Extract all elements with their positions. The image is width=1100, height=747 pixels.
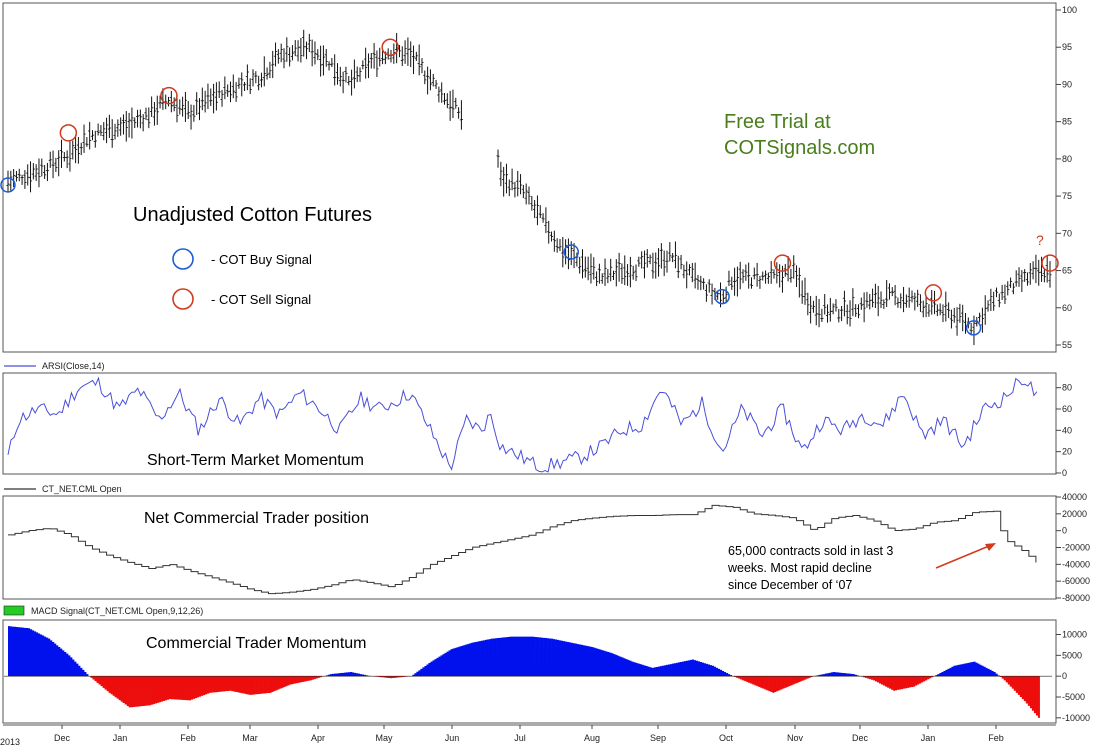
price-y-tick-label: 85 — [1062, 117, 1072, 127]
legend-sell-marker — [172, 288, 194, 310]
buy-signal-marker — [563, 244, 579, 260]
x-axis-month-label: Jan — [113, 733, 128, 743]
macd-negative-area — [90, 676, 1040, 718]
macd-caption: Commercial Trader Momentum — [146, 635, 367, 652]
price-y-tick-label: 70 — [1062, 228, 1072, 238]
annotation-arrow-shaft — [935, 545, 990, 569]
net-panel: CT_NET.CML Open -80000 -60000 -40000 -20000… — [2, 484, 1090, 603]
macd-panel: MACD Signal(CT_NET.CML Open,9,12,26) -10… — [2, 605, 1090, 724]
net-y-tick-label: -20000 — [1062, 543, 1090, 553]
x-axis-month-label: Dec — [852, 733, 869, 743]
x-axis-month-label: Nov — [787, 733, 804, 743]
price-y-axis: 55 60 65 70 75 80 85 90 95 100 — [1056, 5, 1077, 350]
x-axis-month-label: Apr — [311, 733, 325, 743]
price-y-tick-label: 95 — [1062, 42, 1072, 52]
net-panel-frame — [2, 495, 1057, 600]
net-series-line — [8, 504, 1037, 595]
x-axis-month-label: Sep — [650, 733, 666, 743]
price-panel-frame — [2, 2, 1057, 353]
net-y-tick-label: -40000 — [1062, 559, 1090, 569]
sell-signal-marker — [59, 124, 78, 142]
promo-line-1: Free Trial at — [724, 111, 831, 133]
price-y-tick-label: 65 — [1062, 266, 1072, 276]
net-annotation-line-2: weeks. Most rapid decline — [727, 561, 872, 575]
price-y-tick-label: 55 — [1062, 340, 1072, 350]
price-y-tick-label: 60 — [1062, 303, 1072, 313]
sell-signal-marker — [160, 86, 178, 105]
arsi-y-tick-label: 60 — [1062, 404, 1072, 414]
macd-y-axis: -10000 -5000 0 5000 10000 — [1056, 630, 1090, 723]
net-legend-label: CT_NET.CML Open — [42, 484, 122, 494]
price-signals — [0, 38, 1059, 336]
macd-y-tick-label: 0 — [1062, 671, 1067, 681]
sell-signal-marker — [773, 254, 792, 272]
buy-signal-marker — [0, 177, 16, 193]
legend-buy-label: - COT Buy Signal — [211, 252, 312, 267]
price-title: Unadjusted Cotton Futures — [133, 204, 372, 226]
x-axis-month-label: Aug — [584, 733, 600, 743]
net-annotation-line-3: since December of ‘07 — [728, 578, 852, 592]
macd-y-tick-label: 5000 — [1062, 650, 1082, 660]
arsi-y-tick-label: 80 — [1062, 383, 1072, 393]
net-y-tick-label: 0 — [1062, 526, 1067, 536]
x-axis-month-label: Jun — [445, 733, 460, 743]
sell-signal-marker — [924, 284, 943, 302]
price-y-tick-label: 80 — [1062, 154, 1072, 164]
arsi-y-tick-label: 0 — [1062, 468, 1067, 478]
x-axis-month-label: Feb — [180, 733, 196, 743]
net-caption: Net Commercial Trader position — [144, 510, 369, 527]
x-axis-month-label: Feb — [988, 733, 1004, 743]
price-y-tick-label: 100 — [1062, 5, 1077, 15]
arsi-y-tick-label: 40 — [1062, 425, 1072, 435]
macd-legend-swatch — [3, 605, 25, 616]
net-y-tick-label: 20000 — [1062, 509, 1087, 519]
price-y-tick-label: 75 — [1062, 191, 1072, 201]
annotation-arrow-head — [985, 543, 996, 551]
macd-legend-label: MACD Signal(CT_NET.CML Open,9,12,26) — [31, 606, 203, 616]
macd-y-tick-label: -10000 — [1062, 713, 1090, 723]
buy-signal-marker — [714, 288, 730, 305]
question-mark: ? — [1036, 232, 1044, 248]
macd-y-tick-label: 10000 — [1062, 630, 1087, 640]
sell-signal-marker — [381, 38, 399, 56]
x-axis-month-label: Jan — [921, 733, 936, 743]
net-annotation-line-1: 65,000 contracts sold in last 3 — [728, 544, 893, 558]
x-axis-month-label: Jul — [514, 733, 526, 743]
arsi-y-axis: 0 20 40 60 80 — [1056, 383, 1072, 478]
arsi-y-tick-label: 20 — [1062, 447, 1072, 457]
macd-positive-area — [8, 626, 1000, 677]
legend-sell-label: - COT Sell Signal — [211, 292, 311, 307]
arsi-legend-label: ARSI(Close,14) — [42, 361, 105, 371]
x-axis-month-label: Mar — [242, 733, 258, 743]
x-axis-month-label: Oct — [719, 733, 734, 743]
x-axis-month-label: May — [375, 733, 393, 743]
x-axis-year: 2013 — [0, 737, 20, 747]
price-y-tick-label: 90 — [1062, 79, 1072, 89]
net-y-tick-label: -60000 — [1062, 576, 1090, 586]
net-y-tick-label: -80000 — [1062, 593, 1090, 603]
time-x-axis: 2013 Dec Jan Feb Mar Apr May Jun Jul Aug Sep Oct No… — [0, 724, 1056, 747]
promo-line-2: COTSignals.com — [724, 137, 875, 159]
price-panel: 55 60 65 70 75 80 85 90 95 100 Unadjusted Cotton … — [0, 2, 1077, 353]
arsi-panel-frame — [2, 372, 1057, 475]
net-y-axis: -80000 -60000 -40000 -20000 0 20000 40000 — [1056, 492, 1090, 603]
buy-signal-marker — [965, 320, 982, 336]
price-bars — [6, 29, 1052, 346]
arsi-series-line — [7, 376, 1038, 473]
legend-buy-marker — [172, 248, 194, 270]
net-y-tick-label: 40000 — [1062, 492, 1087, 502]
x-axis-month-label: Dec — [54, 733, 71, 743]
sell-signal-marker — [1041, 254, 1059, 272]
arsi-panel: ARSI(Close,14) 0 20 40 60 80 Short-Term Mark… — [2, 361, 1072, 478]
macd-y-tick-label: -5000 — [1062, 692, 1085, 702]
arsi-caption: Short-Term Market Momentum — [147, 452, 364, 469]
